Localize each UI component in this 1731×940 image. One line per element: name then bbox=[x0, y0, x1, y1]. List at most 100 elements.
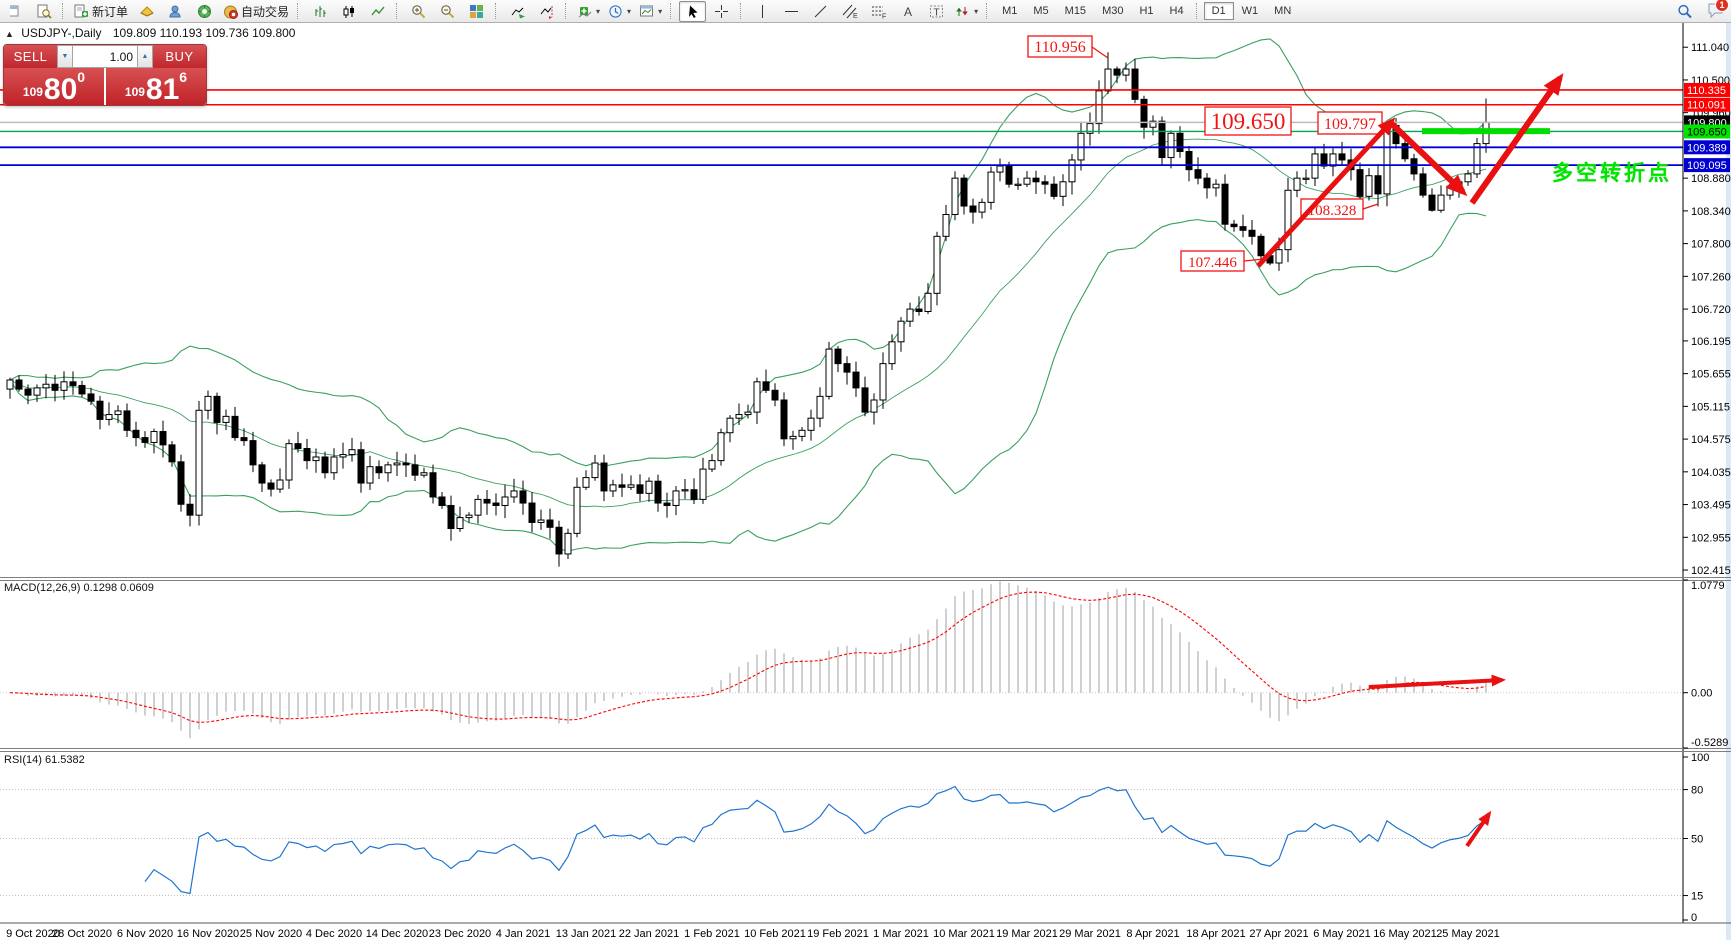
periods-button[interactable]: ▾ bbox=[605, 1, 634, 22]
candle-body bbox=[303, 447, 311, 462]
date-label: 28 Oct 2020 bbox=[52, 928, 112, 940]
timeframe-h4-button[interactable]: H4 bbox=[1169, 5, 1184, 17]
horizontal-line-tool-button[interactable] bbox=[778, 1, 805, 22]
auto-scroll-button[interactable] bbox=[504, 1, 531, 22]
rsi-trend-arrow[interactable] bbox=[1465, 810, 1492, 848]
text-tool-button[interactable]: A bbox=[894, 1, 921, 22]
new-order-button[interactable]: 新订单 bbox=[71, 1, 131, 22]
candle-body bbox=[465, 514, 473, 519]
metaeditor-button[interactable] bbox=[133, 1, 160, 22]
collapse-icon[interactable]: ▲ bbox=[5, 29, 14, 39]
annotation-box[interactable] bbox=[1027, 35, 1093, 58]
chart-shift-button[interactable] bbox=[533, 1, 560, 22]
annotation-price-label: 109.797 bbox=[1324, 116, 1376, 133]
timeframe-h1-button[interactable]: H1 bbox=[1139, 5, 1154, 17]
svg-text:T: T bbox=[933, 7, 939, 18]
buy-quote[interactable]: 109 81 6 bbox=[106, 68, 206, 105]
bar-chart-mode-button[interactable] bbox=[306, 1, 333, 22]
terminal-button[interactable] bbox=[162, 1, 189, 22]
candle-body bbox=[204, 395, 212, 411]
vertical-line-icon bbox=[762, 4, 764, 18]
cursor-icon bbox=[688, 5, 698, 18]
annotation-box[interactable] bbox=[1204, 106, 1292, 136]
candle-body bbox=[546, 519, 554, 528]
channel-tool-button[interactable]: E bbox=[836, 1, 863, 22]
crosshair-tool-button[interactable] bbox=[708, 1, 735, 22]
candle-body bbox=[825, 348, 833, 397]
timeframe-m15-button[interactable]: M15 bbox=[1064, 5, 1087, 17]
volume-input[interactable] bbox=[73, 45, 137, 68]
sell-price-point: 0 bbox=[77, 69, 86, 85]
timeframe-mn-button[interactable]: MN bbox=[1274, 5, 1292, 17]
date-label: 4 Dec 2020 bbox=[306, 928, 362, 940]
timeframe-w1-button[interactable]: W1 bbox=[1241, 5, 1259, 17]
zoom-in-button[interactable] bbox=[405, 1, 432, 22]
candle-body bbox=[78, 384, 86, 395]
volume-increase-button[interactable]: ▲ bbox=[137, 45, 153, 68]
price-tick-label: 102.415 bbox=[1691, 565, 1731, 577]
trend-arrow[interactable] bbox=[1256, 117, 1396, 268]
candle-body bbox=[123, 410, 131, 431]
candle-body bbox=[861, 387, 869, 413]
signals-button[interactable] bbox=[191, 1, 218, 22]
timeframe-d1-button[interactable]: D1 bbox=[1203, 2, 1234, 20]
candle-body bbox=[42, 383, 50, 389]
arrows-tool-button[interactable]: ▾ bbox=[952, 1, 981, 22]
main-toolbar: 新订单 自动交易 ▾ ▾ bbox=[0, 0, 1731, 23]
rsi-pane[interactable] bbox=[0, 785, 1683, 897]
volume-decrease-button[interactable]: ▼ bbox=[57, 45, 73, 68]
sell-button[interactable]: SELL bbox=[4, 45, 58, 68]
trend-arrow[interactable] bbox=[1389, 121, 1468, 197]
candle-body bbox=[672, 490, 680, 506]
price-tick-label: 105.115 bbox=[1691, 401, 1730, 413]
buy-button[interactable]: BUY bbox=[152, 45, 206, 68]
text-icon: A bbox=[904, 5, 912, 19]
candle-body bbox=[249, 440, 257, 466]
price-badge-label: 110.091 bbox=[1687, 100, 1726, 112]
candle-body bbox=[1311, 153, 1319, 179]
fibonacci-tool-button[interactable]: F bbox=[865, 1, 892, 22]
candle-body bbox=[276, 479, 284, 490]
line-chart-mode-button[interactable] bbox=[364, 1, 391, 22]
timeframe-m5-button[interactable]: M5 bbox=[1033, 5, 1049, 17]
trend-arrow[interactable] bbox=[1469, 73, 1564, 205]
search-button[interactable] bbox=[1671, 1, 1698, 22]
clipped-window-icon[interactable] bbox=[1, 1, 28, 22]
timeframe-m30-button[interactable]: M30 bbox=[1102, 5, 1124, 17]
buy-price-point: 6 bbox=[179, 69, 188, 85]
timeframe-m1-button[interactable]: M1 bbox=[1002, 5, 1018, 17]
sell-quote[interactable]: 109 80 0 bbox=[4, 68, 104, 105]
candle-body bbox=[357, 449, 365, 484]
trendline-tool-button[interactable] bbox=[807, 1, 834, 22]
candle-body bbox=[582, 477, 590, 488]
candle-body bbox=[888, 341, 896, 365]
bollinger-lower-band bbox=[9, 212, 1487, 552]
macd-trend-arrow[interactable] bbox=[1368, 674, 1506, 689]
zoom-out-button[interactable] bbox=[434, 1, 461, 22]
turning-point-annotation: 多空转折点 bbox=[1552, 162, 1672, 185]
signals-icon bbox=[198, 4, 212, 18]
community-chat-button[interactable]: 1 bbox=[1707, 0, 1729, 21]
tile-windows-button[interactable] bbox=[463, 1, 490, 22]
candlestick-mode-button[interactable] bbox=[335, 1, 362, 22]
templates-button[interactable]: ▾ bbox=[636, 1, 665, 22]
print-preview-button[interactable] bbox=[30, 1, 57, 22]
indicators-button[interactable]: ▾ bbox=[574, 1, 603, 22]
candle-body bbox=[1248, 229, 1256, 237]
vertical-line-tool-button[interactable] bbox=[749, 1, 776, 22]
candle-body bbox=[1329, 153, 1337, 167]
rsi-indicator-label: RSI(14) 61.5382 bbox=[4, 754, 85, 766]
candle-body bbox=[330, 456, 338, 474]
candle-body bbox=[1149, 120, 1157, 128]
autotrading-button[interactable]: 自动交易 bbox=[220, 1, 292, 22]
candle-body bbox=[528, 502, 536, 523]
svg-text:F: F bbox=[882, 13, 886, 19]
cursor-tool-button[interactable] bbox=[679, 0, 707, 22]
macd-pane[interactable] bbox=[0, 581, 1683, 739]
label-tool-button[interactable]: T bbox=[923, 1, 950, 22]
candle-body bbox=[60, 381, 68, 391]
chart-window-caption[interactable]: ▲ USDJPY-,Daily 109.809 110.193 109.736 … bbox=[5, 26, 295, 40]
candle-body bbox=[780, 399, 788, 440]
candle-body bbox=[483, 498, 491, 504]
